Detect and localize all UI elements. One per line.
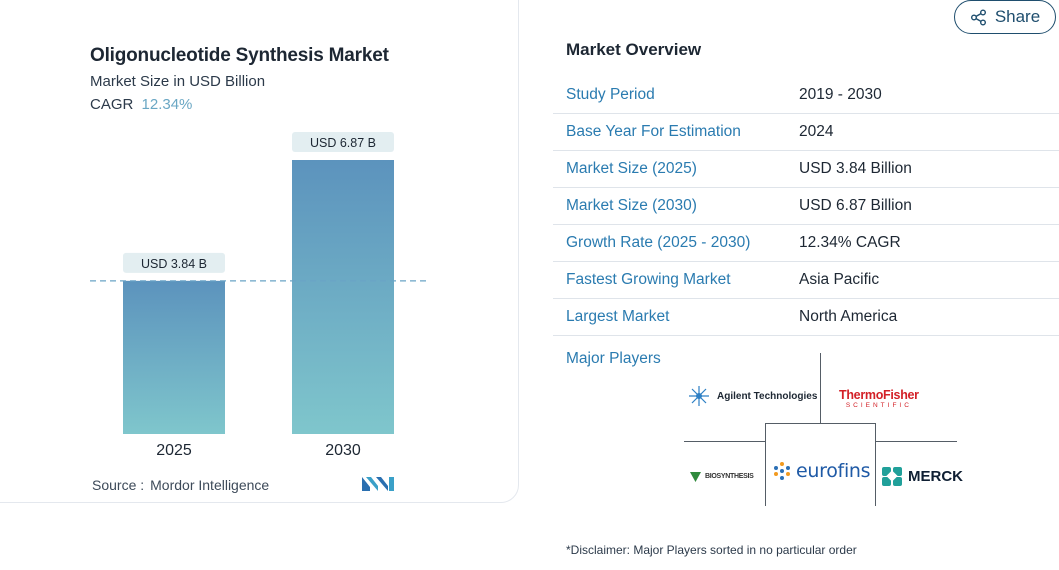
cagr-label: CAGR <box>90 96 134 113</box>
major-players-label[interactable]: Major Players <box>566 350 661 367</box>
bar-chart: USD 3.84 B 2025 USD 6.87 B 2030 <box>90 132 430 459</box>
overview-label[interactable]: Study Period <box>566 86 655 103</box>
overview-value: 2024 <box>799 123 834 140</box>
overview-table: Study Period 2019 - 2030 Base Year For E… <box>553 77 1059 336</box>
overview-row-study-period: Study Period 2019 - 2030 <box>553 77 1059 114</box>
share-button[interactable]: Share <box>954 0 1056 34</box>
biosynthesis-name: BIOSYNTHESIS <box>705 473 754 480</box>
overview-label[interactable]: Growth Rate (2025 - 2030) <box>566 234 751 251</box>
eurofins-name: eurofins <box>796 460 871 482</box>
overview-row-market-size-2025: Market Size (2025) USD 3.84 Billion <box>553 151 1059 188</box>
chart-subtitle: Market Size in USD Billion <box>90 73 266 90</box>
thermo-fisher-sub: SCIENTIFIC <box>845 401 912 409</box>
source-value: Mordor Intelligence <box>150 477 270 493</box>
overview-title: Market Overview <box>566 40 702 59</box>
overview-value: USD 3.84 Billion <box>799 160 912 177</box>
source-note: Source : Mordor Intelligence <box>92 477 269 493</box>
grid-divider <box>765 423 876 424</box>
bar-2030 <box>292 160 394 434</box>
source-label: Source : <box>92 477 145 493</box>
disclaimer: *Disclaimer: Major Players sorted in no … <box>566 543 857 557</box>
cagr-row: CAGR 12.34% <box>90 96 192 113</box>
overview-value: Asia Pacific <box>799 271 880 288</box>
overview-label[interactable]: Market Size (2025) <box>566 160 697 177</box>
major-players-grid: Agilent Technologies ThermoFisher SCIENT… <box>684 353 963 506</box>
grid-divider <box>765 423 766 506</box>
share-label: Share <box>994 7 1041 26</box>
overview-row-largest-market: Largest Market North America <box>553 299 1059 336</box>
overview-value: 2019 - 2030 <box>799 86 882 103</box>
chart-card <box>0 0 519 503</box>
agilent-spark-icon <box>689 386 709 406</box>
overview-value: USD 6.87 Billion <box>799 197 912 214</box>
thermo-fisher-logo: ThermoFisher SCIENTIFIC <box>839 389 919 409</box>
mordor-intelligence-logo <box>362 477 394 491</box>
overview-row-fastest-growing: Fastest Growing Market Asia Pacific <box>553 262 1059 299</box>
biosynthesis-icon <box>690 472 701 482</box>
grid-divider <box>875 423 876 506</box>
overview-row-growth-rate: Growth Rate (2025 - 2030) 12.34% CAGR <box>553 225 1059 262</box>
agilent-logo: Agilent Technologies <box>688 385 817 407</box>
overview-label[interactable]: Fastest Growing Market <box>566 271 731 288</box>
data-label-bg-2025 <box>123 252 225 273</box>
chart-title: Oligonucleotide Synthesis Market <box>90 45 389 66</box>
overview-value: North America <box>799 308 898 325</box>
bar-2025 <box>123 280 225 434</box>
cagr-value: 12.34% <box>141 96 193 113</box>
merck-name: MERCK <box>908 467 963 485</box>
thermo-fisher-name: ThermoFisher <box>839 388 919 402</box>
merck-logo: MERCK <box>880 465 963 487</box>
merck-mark-icon <box>882 467 902 486</box>
x-tick-label-2030: 2030 <box>325 442 361 459</box>
overview-label[interactable]: Market Size (2030) <box>566 197 697 214</box>
share-icon <box>970 9 986 25</box>
agilent-name: Agilent Technologies <box>717 390 818 402</box>
x-tick-label-2025: 2025 <box>156 442 192 459</box>
grid-divider <box>684 441 765 442</box>
grid-divider <box>820 353 821 423</box>
data-label-2025: USD 3.84 B <box>141 257 207 271</box>
overview-row-base-year: Base Year For Estimation 2024 <box>553 114 1059 151</box>
eurofins-dots-icon <box>774 462 790 480</box>
overview-value: 12.34% CAGR <box>799 234 901 251</box>
overview-row-market-size-2030: Market Size (2030) USD 6.87 Billion <box>553 188 1059 225</box>
biosynthesis-logo: BIOSYNTHESIS <box>689 470 754 483</box>
overview-label[interactable]: Base Year For Estimation <box>566 123 741 140</box>
data-label-2030: USD 6.87 B <box>310 136 376 150</box>
overview-label[interactable]: Largest Market <box>566 308 670 325</box>
eurofins-logo: eurofins <box>772 460 871 482</box>
grid-divider <box>875 441 957 442</box>
data-label-bg-2030 <box>292 132 394 152</box>
